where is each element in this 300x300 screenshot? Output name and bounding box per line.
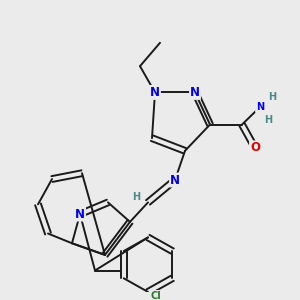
Text: N: N — [256, 102, 264, 112]
Text: H: H — [264, 115, 272, 125]
Text: N: N — [75, 208, 85, 220]
Text: H: H — [132, 192, 140, 202]
Text: H: H — [268, 92, 276, 102]
Text: N: N — [170, 173, 180, 187]
Text: O: O — [250, 141, 260, 154]
Text: N: N — [190, 86, 200, 99]
Text: Cl: Cl — [151, 291, 161, 300]
Text: N: N — [150, 86, 160, 99]
